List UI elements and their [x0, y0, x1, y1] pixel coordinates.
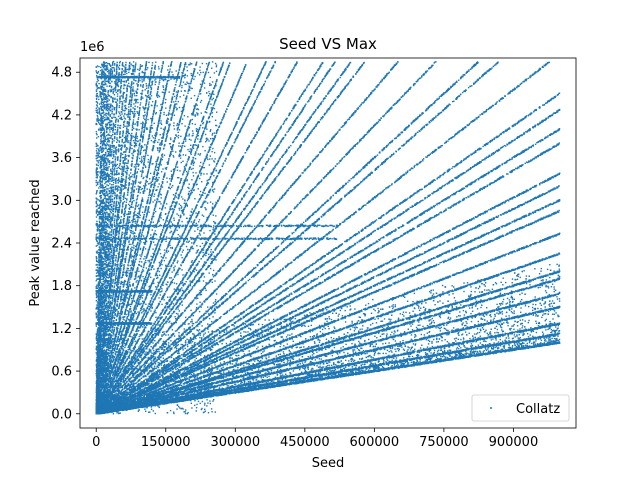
- data-point: [282, 380, 283, 381]
- data-point: [475, 348, 476, 349]
- data-point: [403, 360, 404, 361]
- data-point: [401, 361, 402, 362]
- data-point: [378, 364, 379, 365]
- data-point: [350, 370, 351, 371]
- data-point: [547, 334, 548, 335]
- data-point: [313, 376, 314, 377]
- data-point: [310, 376, 311, 377]
- data-point: [479, 347, 480, 348]
- data-point: [382, 364, 383, 365]
- data-point: [465, 350, 466, 351]
- data-point: [478, 346, 479, 347]
- data-point: [462, 349, 463, 350]
- data-point: [440, 354, 441, 355]
- data-point: [314, 376, 315, 377]
- data-point: [320, 375, 321, 376]
- data-point: [280, 381, 281, 382]
- y-offset-label: 1e6: [80, 40, 105, 55]
- data-point: [387, 363, 388, 364]
- data-point: [438, 355, 439, 356]
- data-point: [504, 343, 505, 344]
- data-point: [316, 375, 317, 376]
- data-point: [505, 342, 506, 343]
- chart-title: Seed VS Max: [279, 35, 377, 53]
- data-point: [559, 333, 560, 334]
- data-point: [554, 334, 555, 335]
- data-points-layer: [96, 61, 561, 415]
- data-point: [395, 361, 396, 362]
